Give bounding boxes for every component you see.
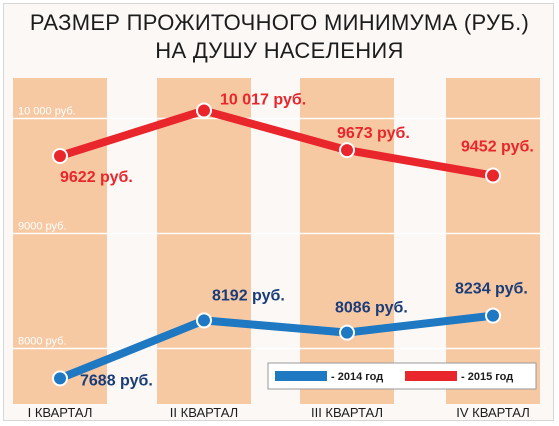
data-label-2015-q3: 9673 руб. (337, 125, 410, 142)
category-label-q1: I КВАРТАЛ (28, 405, 93, 420)
legend-label-2014: - 2014 год (331, 371, 383, 383)
chart-subtitle: НА ДУШУ НАСЕЛЕНИЯ (155, 38, 404, 63)
legend-label-2015: - 2015 год (461, 371, 513, 383)
data-point-2014-q3 (339, 324, 355, 341)
y-tick-label: 9000 руб. (18, 221, 67, 233)
y-tick-label: 8000 руб. (18, 336, 67, 348)
quarter-stripe-4 (446, 78, 540, 404)
legend-swatch-2014 (275, 371, 327, 381)
category-label-q4: IV КВАРТАЛ (456, 405, 529, 420)
data-point-2015-q1 (52, 147, 68, 164)
chart-title: РАЗМЕР ПРОЖИТОЧНОГО МИНИМУМА (РУБ.) (29, 10, 530, 35)
category-label-q2: II КВАРТАЛ (170, 405, 238, 420)
data-label-2014-q1: 7688 руб. (80, 372, 153, 389)
data-point-2015-q3 (339, 142, 355, 159)
data-label-2014-q4: 8234 руб. (455, 281, 528, 298)
quarter-stripe-2 (157, 78, 251, 404)
y-tick-label: 10 000 руб. (18, 106, 76, 118)
data-label-2014-q3: 8086 руб. (335, 300, 408, 317)
quarter-stripe-3 (300, 78, 394, 404)
data-point-2015-q2 (196, 102, 212, 119)
quarter-stripe-1 (13, 78, 107, 404)
legend-swatch-2015 (405, 371, 457, 381)
series-line-2015 (56, 106, 497, 180)
data-point-2014-q1 (52, 370, 68, 387)
data-label-2015-q4: 9452 руб. (461, 139, 534, 156)
data-point-2015-q4 (485, 167, 501, 184)
series-line-2014 (56, 311, 497, 383)
data-label-2015-q2: 10 017 руб. (220, 92, 306, 109)
data-point-2014-q4 (485, 307, 501, 324)
data-label-2014-q2: 8192 руб. (212, 287, 285, 304)
category-label-q3: III КВАРТАЛ (311, 405, 383, 420)
data-label-2015-q1: 9622 руб. (60, 169, 133, 186)
data-point-2014-q2 (196, 312, 212, 329)
